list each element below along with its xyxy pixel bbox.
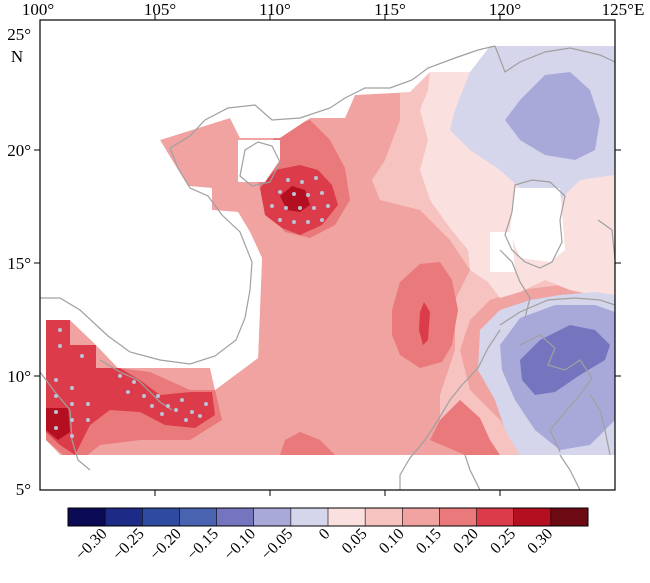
map-panel: 100° 105° 110° 115° 120° 125°E 25° N 20°… [7, 0, 644, 499]
coastlines [40, 45, 615, 490]
land-china-mainland [40, 20, 615, 140]
colorbar-tick-label: −0.20 [147, 525, 185, 563]
level-0.15-south [280, 432, 335, 455]
colorbar-swatch [365, 508, 403, 526]
colorbar-swatch [105, 508, 143, 526]
lon-label-100: 100° [22, 0, 54, 19]
level-neg-0.10-north [505, 72, 600, 160]
colorbar-swatch [68, 508, 106, 526]
land-bottom-left [40, 455, 120, 490]
significance-dots [54, 176, 330, 438]
level-0.25-center [419, 302, 430, 345]
land-hainan-block [238, 140, 280, 182]
land-borneo [400, 455, 465, 490]
colorbar-swatch [550, 508, 589, 526]
level-0.15-southeast [430, 400, 500, 455]
lon-label-105: 105° [144, 0, 176, 19]
colorbar-tick-label: −0.10 [221, 525, 259, 563]
colorbar-tick-label: 0.10 [376, 525, 408, 557]
colorbar-swatch [328, 508, 366, 526]
colorbar-tick-label: −0.05 [258, 525, 296, 563]
lon-label-115: 115° [374, 0, 406, 19]
longitude-labels: 100° 105° 110° 115° 120° 125°E [22, 0, 645, 19]
lat-label-25: 25° [7, 25, 31, 44]
correlation-field [40, 20, 615, 490]
lon-label-125: 125°E [602, 0, 645, 19]
latitude-labels: 25° N 20° 15° 10° 5° [7, 25, 31, 499]
map-frame [39, 19, 616, 491]
colorbar-swatch [216, 508, 255, 526]
colorbar-tick-label: −0.30 [72, 525, 110, 563]
colorbar-tick-label: −0.15 [184, 525, 222, 563]
lat-label-10: 10° [7, 367, 31, 386]
colorbar-swatch [476, 508, 515, 526]
colorbar-swatch [290, 508, 329, 526]
north-label: N [11, 47, 23, 66]
colorbar-tick-label: 0.30 [524, 525, 556, 557]
colorbar-swatch [179, 508, 218, 526]
lon-label-110: 110° [259, 0, 291, 19]
colorbar-tick-label: 0 [316, 525, 334, 543]
lat-label-15: 15° [7, 254, 31, 273]
colorbar-swatches [68, 508, 589, 526]
level-0.30-thailand [46, 408, 70, 440]
level-0.30-hainan [280, 186, 310, 212]
land-indochina [40, 140, 262, 390]
lat-label-5: 5° [16, 480, 31, 499]
colorbar-swatch [513, 508, 552, 526]
colorbar-swatch [253, 508, 292, 526]
lat-label-20: 20° [7, 141, 31, 160]
colorbar-swatch [142, 508, 180, 526]
colorbar-tick-label: 0.25 [487, 525, 519, 557]
land-luzon [510, 188, 565, 262]
tick-marks [34, 14, 621, 496]
colorbar-tick-label: 0.20 [450, 525, 482, 557]
colorbar-swatch [402, 508, 440, 526]
level-neg-0.15 [520, 325, 610, 395]
colorbar-swatch [439, 508, 478, 526]
colorbar: −0.30−0.25−0.20−0.15−0.10−0.05 0 0.05 0.10 0… [67, 507, 589, 564]
lon-label-120: 120° [489, 0, 521, 19]
colorbar-tick-label: 0.05 [339, 525, 371, 557]
colorbar-tick-label: 0.15 [413, 525, 445, 557]
colorbar-tick-label: −0.25 [110, 525, 148, 563]
